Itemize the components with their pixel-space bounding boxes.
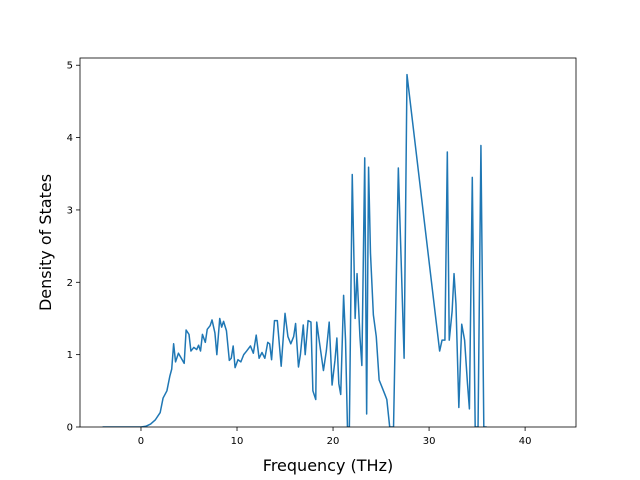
y-tick-label: 4	[67, 133, 73, 144]
x-axis-label: Frequency (THz)	[263, 456, 393, 475]
x-tick-label: 20	[327, 436, 340, 447]
plot-frame	[79, 57, 577, 428]
y-tick-label: 3	[67, 205, 73, 216]
y-axis-label: Density of States	[36, 174, 55, 311]
y-tick-label: 0	[67, 423, 73, 434]
y-tick-label: 1	[67, 350, 73, 361]
y-tick-label: 5	[67, 61, 73, 72]
x-tick-label: 0	[138, 436, 144, 447]
x-tick-label: 30	[423, 436, 436, 447]
y-tick-label: 2	[67, 278, 73, 289]
x-tick-label: 10	[231, 436, 244, 447]
line-series	[102, 73, 487, 427]
x-tick-label: 40	[519, 436, 532, 447]
